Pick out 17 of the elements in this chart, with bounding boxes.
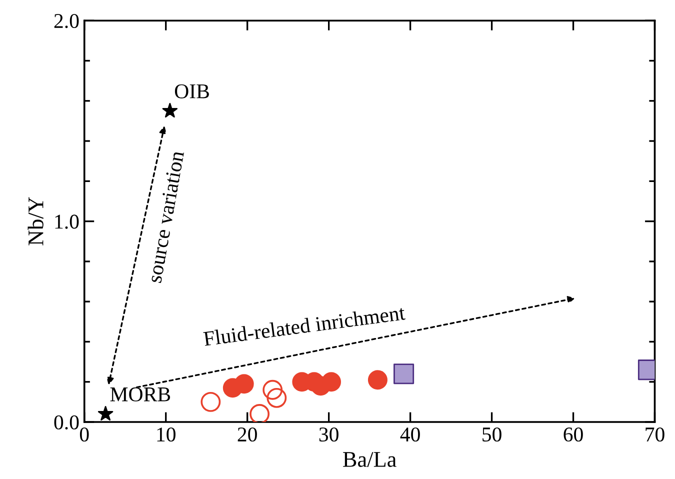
x-tick-label: 10 bbox=[157, 427, 176, 442]
x-tick-label: 40 bbox=[400, 427, 420, 442]
x-tick-label: 60 bbox=[564, 427, 583, 442]
x-tick-label: 20 bbox=[238, 427, 257, 442]
annotation: source variation bbox=[147, 150, 184, 284]
x-tick-label: 0 bbox=[80, 427, 89, 442]
x-tick-label: 50 bbox=[482, 427, 502, 442]
x-tick-label: 70 bbox=[646, 427, 664, 442]
x-axis-title: Ba/La bbox=[343, 452, 396, 467]
y-axis-title: Nb/Y bbox=[28, 197, 44, 246]
annotation: Fluid-related inrichment bbox=[203, 305, 406, 346]
y-tick-label: 1.0 bbox=[55, 214, 79, 229]
y-tick-label: 2.0 bbox=[54, 14, 79, 28]
annotation: OIB bbox=[174, 84, 209, 98]
y-tick-label: 0.0 bbox=[54, 415, 79, 430]
x-tick-label: 30 bbox=[319, 427, 338, 442]
annotation: MORB bbox=[110, 387, 170, 402]
